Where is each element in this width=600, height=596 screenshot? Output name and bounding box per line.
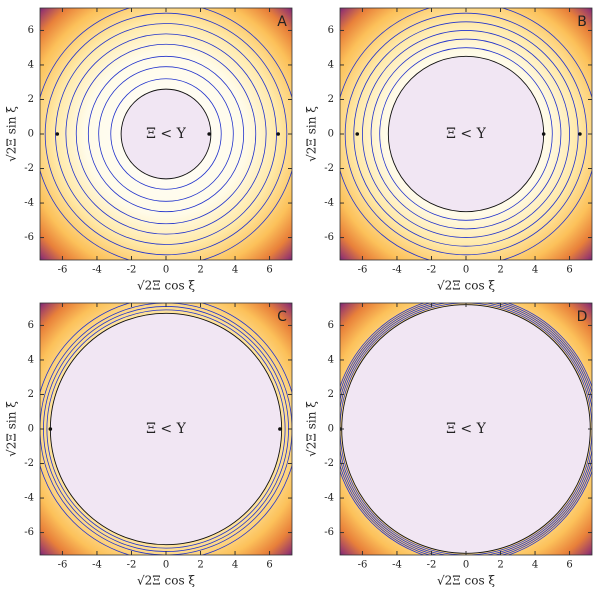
region-label: Ξ < Υ [146,126,186,142]
y-tick-label: -2 [324,163,334,174]
contour-line [46,309,286,549]
plot-area [40,303,292,555]
plot-area [40,8,292,260]
x-tick-label: 2 [197,265,203,276]
fixed-point [55,132,60,136]
contour-line [370,38,562,230]
y-tick-label: 0 [328,129,334,140]
panel: Ξ < Υ D -6 -4 -2 0 2 4 6 -6 -4 -2 0 2 4 6 √2Ξ cos ξ √2Ξ s… [305,302,593,588]
contour-line [344,12,588,256]
y-tick-label: 0 [328,424,334,435]
x-tick-label: -6 [58,560,68,571]
y-axis-label: √2Ξ sin ξ [5,106,19,162]
y-tick-label: 0 [28,129,34,140]
x-tick-label: 0 [463,265,469,276]
x-tick-label: 2 [197,560,203,571]
x-tick-label: -6 [358,265,368,276]
x-tick-label: 2 [497,265,503,276]
x-tick-label: -4 [92,265,102,276]
contour-line [110,78,222,190]
y-tick-label: 4 [328,354,334,365]
x-tick-label: -4 [392,265,402,276]
x-tick-label: -6 [358,560,368,571]
plot-area [340,8,592,260]
panel: Ξ < Υ A -6 -4 -2 0 2 4 6 -6 -4 -2 0 2 4 6 √2Ξ cos ξ √2Ξ s… [5,7,293,293]
region-label: Ξ < Υ [146,421,186,437]
panel-letter: C [277,309,287,325]
x-axis-label: √2Ξ cos ξ [437,279,495,293]
fixed-point [278,427,282,431]
y-axis-label: √2Ξ sin ξ [305,401,319,457]
panel-letter: B [577,14,587,30]
y-tick-label: 6 [28,320,34,331]
x-tick-label: 4 [532,560,538,571]
panel-letter: D [577,309,588,325]
y-tick-label: -4 [324,493,334,504]
x-tick-label: 4 [232,265,238,276]
region-label: Ξ < Υ [446,421,486,437]
fixed-point [207,132,211,136]
fixed-point [355,132,360,136]
x-axis-label: √2Ξ cos ξ [137,574,195,588]
contour-line [379,47,553,221]
panel: Ξ < Υ B -6 -4 -2 0 2 4 6 -6 -4 -2 0 2 4 6 √2Ξ cos ξ √2Ξ s… [305,7,593,293]
y-tick-label: -2 [24,458,34,469]
y-tick-label: 4 [328,59,334,70]
y-tick-label: 6 [328,25,334,36]
x-tick-label: 0 [163,265,169,276]
fixed-point [276,132,280,136]
y-tick-label: -4 [324,198,334,209]
fixed-point [48,427,53,431]
x-tick-label: 4 [232,560,238,571]
x-tick-label: 6 [266,265,272,276]
fixed-point [578,132,582,136]
x-tick-label: -2 [127,560,137,571]
y-axis-label: √2Ξ sin ξ [305,106,319,162]
y-axis-label: √2Ξ sin ξ [5,401,19,457]
x-tick-label: 4 [532,265,538,276]
y-tick-label: 4 [28,354,34,365]
y-tick-label: 2 [328,94,334,105]
panel: Ξ < Υ C -6 -4 -2 0 2 4 6 -6 -4 -2 0 2 4 6 √2Ξ cos ξ √2Ξ s… [5,302,293,588]
contour-line [75,43,257,225]
x-axis-label: √2Ξ cos ξ [137,279,195,293]
x-tick-label: 2 [497,560,503,571]
contour-line [65,33,267,235]
y-tick-label: 6 [328,320,334,331]
y-tick-label: 4 [28,59,34,70]
x-tick-label: 6 [566,265,572,276]
x-tick-label: -2 [127,265,137,276]
x-tick-label: 6 [566,560,572,571]
y-tick-label: -6 [324,232,334,243]
y-tick-label: 2 [28,389,34,400]
x-axis-label: √2Ξ cos ξ [437,574,495,588]
x-tick-label: -4 [92,560,102,571]
region-label: Ξ < Υ [446,126,486,142]
y-tick-label: 2 [328,389,334,400]
x-tick-label: -2 [427,560,437,571]
contour-line [87,55,245,213]
y-tick-label: 6 [28,25,34,36]
contour-line [44,12,288,256]
y-tick-label: 2 [28,94,34,105]
y-tick-label: -6 [324,527,334,538]
fixed-point [541,132,546,136]
y-tick-label: -4 [24,493,34,504]
y-tick-label: -4 [24,198,34,209]
contour-line [98,66,234,202]
x-tick-label: 6 [266,560,272,571]
x-tick-label: 0 [163,560,169,571]
x-tick-label: -6 [58,265,68,276]
y-tick-label: -6 [24,527,34,538]
y-tick-label: -6 [24,232,34,243]
x-tick-label: -4 [392,560,402,571]
y-tick-label: 0 [28,424,34,435]
y-tick-label: -2 [24,163,34,174]
contour-line [362,30,570,238]
y-tick-label: -2 [324,458,334,469]
x-tick-label: 0 [463,560,469,571]
panel-letter: A [277,14,287,30]
x-tick-label: -2 [427,265,437,276]
